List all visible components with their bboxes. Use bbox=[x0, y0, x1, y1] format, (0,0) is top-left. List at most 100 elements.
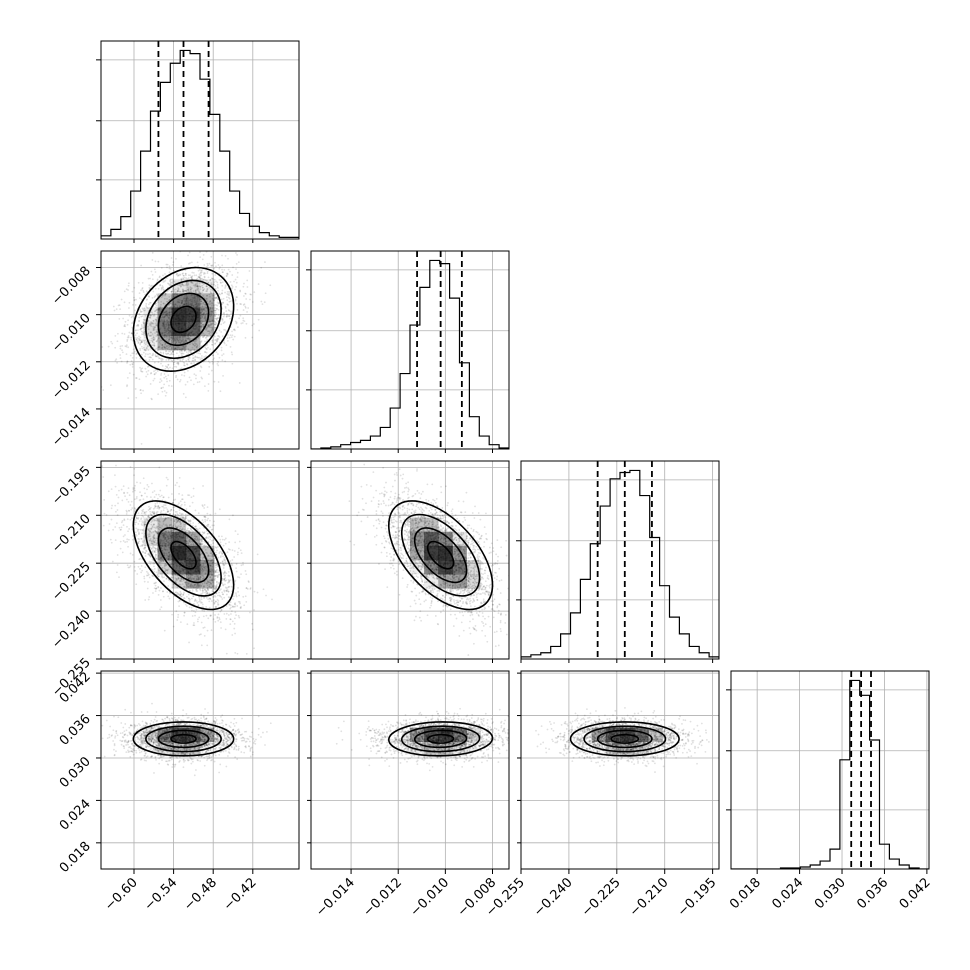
sample-point bbox=[155, 340, 158, 343]
sample-point bbox=[206, 588, 209, 591]
sample-point bbox=[202, 565, 205, 568]
sample-point bbox=[204, 337, 207, 339]
sample-point bbox=[148, 516, 151, 519]
sample-point bbox=[201, 286, 204, 289]
sample-point bbox=[207, 523, 210, 526]
sample-point bbox=[213, 602, 216, 605]
sample-point bbox=[205, 614, 208, 617]
sample-point bbox=[145, 349, 147, 352]
sample-point bbox=[179, 505, 182, 508]
sample-point bbox=[158, 520, 161, 523]
sample-point bbox=[149, 334, 151, 337]
sample-point bbox=[166, 298, 168, 300]
sample-point bbox=[131, 365, 134, 368]
sample-point bbox=[142, 308, 145, 311]
sample-point bbox=[236, 553, 239, 556]
sample-point bbox=[120, 298, 123, 301]
sample-point bbox=[224, 329, 227, 331]
sample-point bbox=[219, 538, 222, 541]
sample-point bbox=[126, 336, 129, 339]
sample-point bbox=[203, 323, 206, 326]
sample-point bbox=[175, 339, 177, 342]
sample-point bbox=[238, 540, 241, 543]
sample-point bbox=[148, 314, 151, 317]
sample-point bbox=[210, 313, 213, 316]
sample-point bbox=[168, 312, 171, 315]
sample-point bbox=[262, 588, 265, 591]
sample-point bbox=[171, 303, 174, 306]
sample-point bbox=[133, 350, 136, 353]
sample-point bbox=[174, 347, 177, 350]
sample-point bbox=[157, 309, 160, 311]
sample-point bbox=[190, 351, 193, 354]
sample-point bbox=[239, 314, 242, 317]
sample-point bbox=[180, 347, 183, 350]
sample-point bbox=[139, 389, 142, 391]
sample-point bbox=[166, 366, 169, 368]
sample-point bbox=[204, 548, 207, 551]
sample-point bbox=[175, 374, 178, 377]
sample-point bbox=[162, 595, 165, 598]
sample-point bbox=[173, 371, 176, 374]
sample-point bbox=[181, 360, 184, 362]
sample-point bbox=[227, 596, 230, 598]
sample-point bbox=[148, 324, 151, 327]
sample-point bbox=[169, 280, 171, 283]
sample-point bbox=[123, 325, 126, 327]
sample-point bbox=[151, 340, 154, 342]
sample-point bbox=[207, 323, 210, 326]
sample-point bbox=[196, 261, 199, 264]
sample-point bbox=[195, 339, 198, 341]
sample-point bbox=[227, 570, 230, 573]
sample-point bbox=[192, 495, 195, 498]
sample-point bbox=[141, 286, 144, 289]
density-layer bbox=[101, 464, 273, 659]
sample-point bbox=[198, 597, 201, 600]
sample-point bbox=[164, 394, 167, 397]
sample-point bbox=[201, 601, 203, 604]
sample-point bbox=[167, 344, 170, 347]
sample-point bbox=[192, 290, 195, 292]
sample-point bbox=[118, 576, 120, 579]
sample-point bbox=[156, 278, 159, 281]
sample-point bbox=[191, 275, 194, 277]
sample-point bbox=[188, 376, 191, 379]
sample-point bbox=[192, 354, 194, 357]
sample-point bbox=[211, 339, 214, 342]
sample-point bbox=[171, 529, 174, 532]
sample-point bbox=[153, 567, 156, 570]
sample-point bbox=[153, 496, 156, 498]
sample-point bbox=[213, 588, 216, 590]
sample-point bbox=[223, 312, 226, 314]
sample-point bbox=[150, 339, 153, 342]
sample-point bbox=[181, 494, 184, 497]
sample-point bbox=[212, 574, 215, 577]
sample-point bbox=[234, 530, 237, 532]
sample-point bbox=[221, 354, 223, 357]
sample-point bbox=[215, 280, 217, 283]
sample-point bbox=[133, 296, 135, 299]
sample-point bbox=[183, 297, 186, 300]
sample-point bbox=[193, 373, 196, 376]
density-layer bbox=[101, 251, 272, 445]
sample-point bbox=[223, 590, 226, 593]
sample-point bbox=[197, 542, 200, 545]
sample-point bbox=[160, 372, 163, 375]
sample-point bbox=[181, 358, 184, 360]
sample-point bbox=[125, 288, 128, 291]
sample-point bbox=[216, 575, 219, 578]
sample-point bbox=[186, 278, 189, 280]
sample-point bbox=[179, 305, 182, 308]
sample-point bbox=[172, 261, 175, 264]
sample-point bbox=[182, 274, 185, 277]
sample-point bbox=[234, 651, 237, 654]
sample-point bbox=[161, 346, 164, 349]
sample-point bbox=[217, 603, 220, 606]
sample-point bbox=[233, 627, 236, 630]
sample-point bbox=[133, 506, 136, 509]
sample-point bbox=[166, 366, 168, 369]
sample-point bbox=[194, 289, 197, 292]
sample-point bbox=[179, 342, 182, 344]
sample-point bbox=[236, 253, 238, 256]
sample-point bbox=[202, 332, 205, 335]
